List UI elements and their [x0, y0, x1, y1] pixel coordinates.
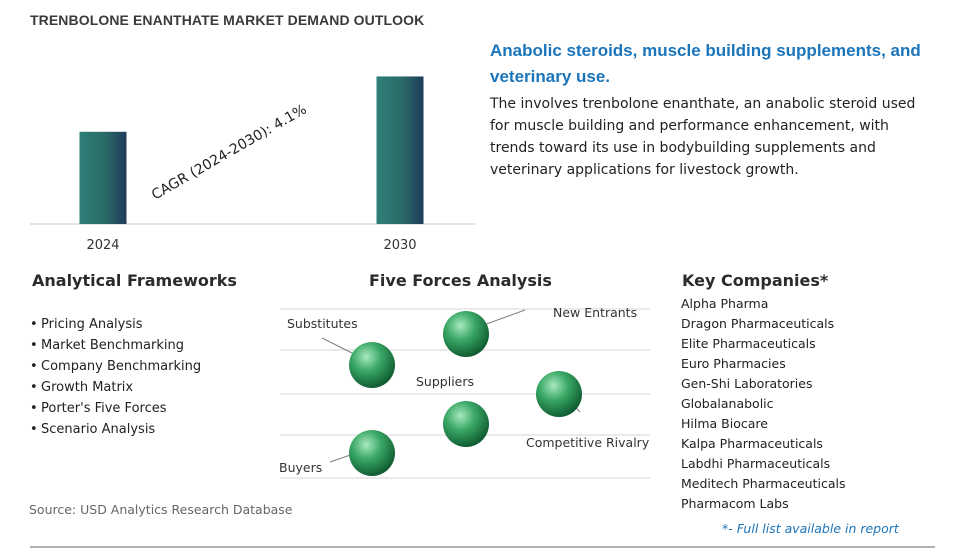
suppliers-sphere [443, 401, 489, 447]
new-entrants-sphere [443, 311, 489, 357]
company-item: Pharmacom Labs [681, 496, 789, 511]
force-label-competitive-rivalry: Competitive Rivalry [526, 435, 650, 450]
five-forces-diagram: Substitutes New Entrants Suppliers Compe… [279, 305, 650, 479]
framework-item: Market Benchmarking [30, 335, 201, 356]
company-item: Labdhi Pharmaceuticals [681, 456, 831, 471]
bar-2024 [79, 131, 127, 224]
page-title: TRENBOLONE ENANTHATE MARKET DEMAND OUTLO… [30, 12, 425, 28]
company-item: Alpha Pharma [681, 296, 769, 311]
force-label-substitutes: Substitutes [287, 316, 358, 331]
substitutes-sphere [349, 342, 395, 388]
bar-chart: 2024 2030 CAGR (2024-2030): 4.1% [30, 76, 475, 253]
force-label-suppliers: Suppliers [416, 374, 474, 389]
buyers-sphere [349, 430, 395, 476]
bar-group [79, 76, 424, 224]
frameworks-list: Pricing Analysis Market Benchmarking Com… [30, 314, 201, 440]
company-item: Euro Pharmacies [681, 356, 786, 371]
bar-2030 [376, 76, 424, 224]
framework-item: Scenario Analysis [30, 419, 201, 440]
five-forces-heading: Five Forces Analysis [369, 271, 552, 290]
companies-heading: Key Companies* [682, 271, 829, 290]
source-note: Source: USD Analytics Research Database [29, 502, 293, 517]
bottom-divider [30, 546, 935, 548]
company-item: Kalpa Pharmaceuticals [681, 436, 823, 451]
force-label-buyers: Buyers [279, 460, 322, 475]
company-item: Gen-Shi Laboratories [681, 376, 813, 391]
company-item: Dragon Pharmaceuticals [681, 316, 835, 331]
x-tick-label-2030: 2030 [383, 238, 416, 253]
company-item: Elite Pharmaceuticals [681, 336, 816, 351]
framework-item: Growth Matrix [30, 377, 201, 398]
framework-item: Pricing Analysis [30, 314, 201, 335]
companies-list: Alpha Pharma Dragon Pharmaceuticals Elit… [681, 294, 846, 514]
company-item: Hilma Biocare [681, 416, 768, 431]
frameworks-heading: Analytical Frameworks [32, 271, 237, 290]
framework-item: Company Benchmarking [30, 356, 201, 377]
headline: Anabolic steroids, muscle building suppl… [490, 41, 921, 86]
description: The involves trenbolone enanthate, an an… [490, 96, 916, 178]
competitive-rivalry-sphere [536, 371, 582, 417]
x-tick-label-2024: 2024 [86, 238, 119, 253]
companies-footnote: *- Full list available in report [722, 521, 899, 536]
company-item: Meditech Pharmaceuticals [681, 476, 846, 491]
force-label-new-entrants: New Entrants [553, 305, 637, 320]
framework-item: Porter's Five Forces [30, 398, 201, 419]
cagr-annotation: CAGR (2024-2030): 4.1% [149, 102, 310, 204]
company-item: Globalanabolic [681, 396, 774, 411]
